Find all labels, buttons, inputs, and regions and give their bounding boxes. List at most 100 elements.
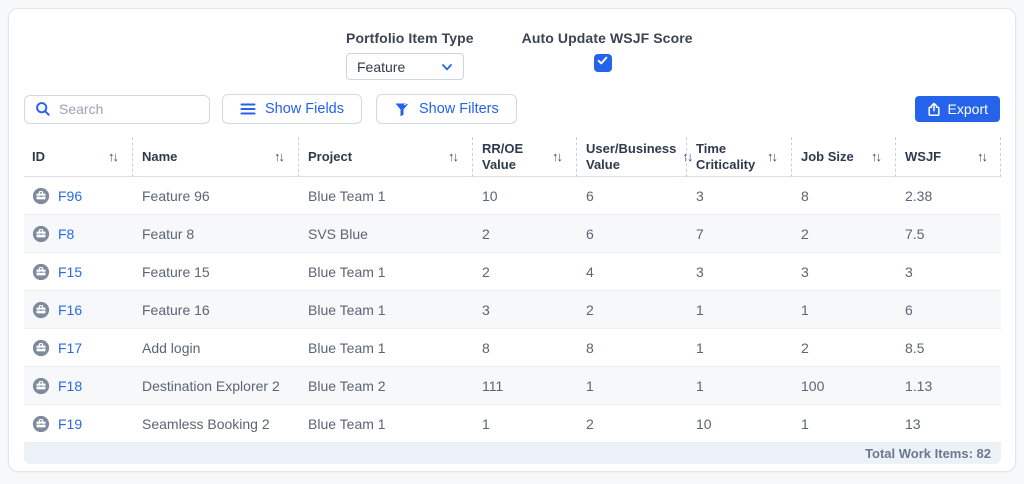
- rroe-value-cell: 111: [482, 377, 504, 394]
- column-header-job-size[interactable]: Job Size ↑↓: [791, 137, 895, 177]
- project-cell: Blue Team 1: [308, 263, 386, 280]
- table-footer: Total Work Items: 82: [24, 443, 1001, 464]
- column-header-id[interactable]: ID ↑↓: [32, 148, 119, 164]
- time-criticality-cell: 1: [696, 339, 704, 356]
- work-items-table: ID ↑↓ Name ↑↓ Project ↑↓ RR/OE Value ↑↓ …: [24, 137, 1001, 443]
- id-cell: F19: [24, 415, 132, 433]
- project-cell: Blue Team 2: [308, 377, 386, 394]
- work-item-id-link[interactable]: F16: [58, 301, 83, 318]
- work-item-icon: [32, 377, 50, 395]
- work-item-icon: [32, 187, 50, 205]
- work-item-icon: [32, 339, 50, 357]
- project-cell: SVS Blue: [308, 225, 368, 242]
- show-filters-button[interactable]: Show Filters: [375, 94, 517, 124]
- time-criticality-cell: 1: [696, 301, 704, 318]
- sort-icon[interactable]: ↑↓: [767, 148, 778, 164]
- wsjf-cell: 6: [905, 301, 913, 318]
- time-criticality-cell: 7: [696, 225, 704, 242]
- time-criticality-cell: 3: [696, 263, 704, 280]
- sort-icon[interactable]: ↑↓: [977, 148, 988, 164]
- work-item-id-link[interactable]: F8: [58, 225, 75, 242]
- toolbar: Show Fields Show Filters Export: [24, 94, 1000, 124]
- column-header-rroe-value[interactable]: RR/OE Value ↑↓: [472, 137, 576, 177]
- work-item-id-link[interactable]: F17: [58, 339, 83, 356]
- export-label: Export: [947, 101, 988, 117]
- column-header-user-business-value[interactable]: User/Business Value ↑↓: [576, 137, 693, 177]
- user-business-value-cell: 1: [586, 377, 594, 394]
- auto-update-label: Auto Update WSJF Score: [521, 30, 693, 46]
- sort-icon[interactable]: ↑↓: [552, 148, 563, 164]
- search-icon: [35, 101, 51, 117]
- table-row[interactable]: F15 Feature 15 Blue Team 1 2 4 3 3 3: [24, 253, 1001, 291]
- user-business-value-cell: 6: [586, 225, 594, 242]
- sort-icon[interactable]: ↑↓: [108, 148, 119, 164]
- wsjf-panel: Portfolio Item Type Feature Auto Update …: [8, 8, 1016, 472]
- portfolio-item-type-label: Portfolio Item Type: [346, 30, 474, 46]
- id-cell: F16: [24, 301, 132, 319]
- job-size-cell: 2: [801, 339, 809, 356]
- work-item-id-link[interactable]: F15: [58, 263, 83, 280]
- sort-icon[interactable]: ↑↓: [682, 148, 693, 164]
- column-header-wsjf[interactable]: WSJF ↑↓: [895, 137, 1001, 177]
- project-cell: Blue Team 1: [308, 339, 386, 356]
- column-header-name[interactable]: Name ↑↓: [132, 137, 298, 177]
- show-fields-button[interactable]: Show Fields: [222, 94, 362, 124]
- user-business-value-cell: 6: [586, 187, 594, 204]
- table-row[interactable]: F8 Featur 8 SVS Blue 2 6 7 2 7.5: [24, 215, 1001, 253]
- search-input[interactable]: [59, 101, 209, 117]
- table-body: F96 Feature 96 Blue Team 1 10 6 3 8 2.38…: [24, 177, 1001, 443]
- wsjf-cell: 7.5: [905, 225, 925, 242]
- user-business-value-cell: 2: [586, 415, 594, 432]
- work-item-icon: [32, 225, 50, 243]
- name-cell: Featur 8: [142, 225, 195, 242]
- column-header-time-criticality[interactable]: Time Criticality ↑↓: [686, 137, 791, 177]
- name-cell: Feature 16: [142, 301, 210, 318]
- work-item-icon: [32, 263, 50, 281]
- portfolio-item-type-value: Feature: [357, 58, 406, 75]
- project-cell: Blue Team 1: [308, 187, 386, 204]
- work-item-id-link[interactable]: F19: [58, 415, 83, 432]
- id-cell: F15: [24, 263, 132, 281]
- id-cell: F8: [24, 225, 132, 243]
- table-row[interactable]: F96 Feature 96 Blue Team 1 10 6 3 8 2.38: [24, 177, 1001, 215]
- total-work-items: Total Work Items: 82: [865, 446, 991, 461]
- rroe-value-cell: 8: [482, 339, 490, 356]
- table-header-row: ID ↑↓ Name ↑↓ Project ↑↓ RR/OE Value ↑↓ …: [24, 137, 1001, 177]
- project-cell: Blue Team 1: [308, 415, 386, 432]
- rroe-value-cell: 10: [482, 187, 498, 204]
- chevron-down-icon: [440, 60, 454, 74]
- auto-update-checkbox[interactable]: [593, 54, 612, 72]
- sort-icon[interactable]: ↑↓: [274, 148, 285, 164]
- show-filters-label: Show Filters: [418, 101, 499, 117]
- id-cell: F96: [24, 187, 132, 205]
- work-item-id-link[interactable]: F18: [58, 377, 83, 394]
- column-header-project[interactable]: Project ↑↓: [298, 137, 472, 177]
- top-controls: Portfolio Item Type Feature Auto Update …: [346, 9, 1000, 80]
- table-row[interactable]: F19 Seamless Booking 2 Blue Team 1 1 2 1…: [24, 405, 1001, 443]
- user-business-value-cell: 2: [586, 301, 594, 318]
- sort-icon[interactable]: ↑↓: [871, 148, 882, 164]
- rroe-value-cell: 2: [482, 263, 490, 280]
- table-row[interactable]: F17 Add login Blue Team 1 8 8 1 2 8.5: [24, 329, 1001, 367]
- table-row[interactable]: F16 Feature 16 Blue Team 1 3 2 1 1 6: [24, 291, 1001, 329]
- auto-update-group: Auto Update WSJF Score: [522, 30, 693, 80]
- export-button[interactable]: Export: [914, 96, 1000, 122]
- name-cell: Destination Explorer 2: [142, 377, 280, 394]
- wsjf-cell: 13: [905, 415, 921, 432]
- name-cell: Feature 15: [142, 263, 210, 280]
- user-business-value-cell: 4: [586, 263, 594, 280]
- work-item-id-link[interactable]: F96: [58, 187, 83, 204]
- sort-icon[interactable]: ↑↓: [448, 148, 459, 164]
- wsjf-cell: 1.13: [905, 377, 933, 394]
- job-size-cell: 3: [801, 263, 809, 280]
- portfolio-item-type-select[interactable]: Feature: [346, 53, 464, 80]
- id-cell: F17: [24, 339, 132, 357]
- work-item-icon: [32, 415, 50, 433]
- wsjf-cell: 8.5: [905, 339, 925, 356]
- table-row[interactable]: F18 Destination Explorer 2 Blue Team 2 1…: [24, 367, 1001, 405]
- wsjf-cell: 3: [905, 263, 913, 280]
- name-cell: Add login: [142, 339, 201, 356]
- job-size-cell: 2: [801, 225, 809, 242]
- job-size-cell: 100: [801, 377, 825, 394]
- project-cell: Blue Team 1: [308, 301, 386, 318]
